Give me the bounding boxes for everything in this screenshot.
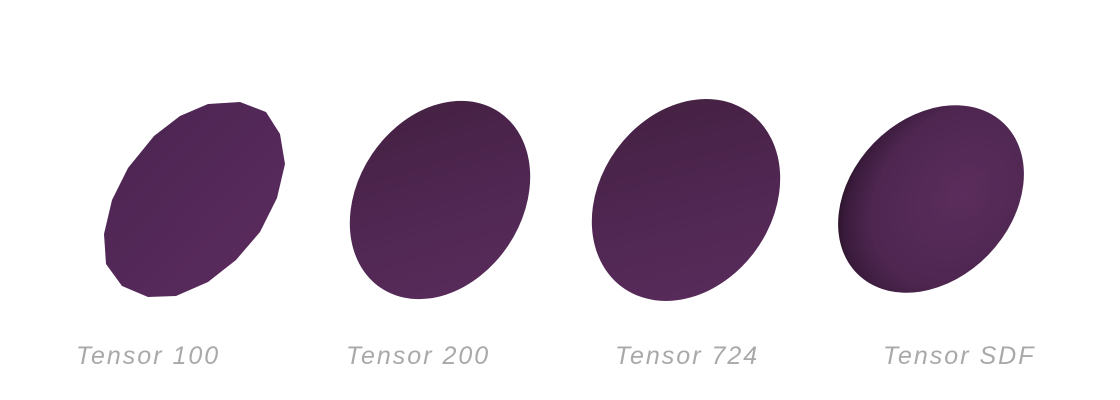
- ellipsoid-tensor-724: [591, 99, 781, 301]
- ellipsoid-tensor-sdf: [838, 105, 1024, 293]
- ellipsoid-tensor-100: [104, 102, 285, 297]
- ellipsoid-tensor-200: [349, 100, 531, 300]
- shape-label-tensor-100: Tensor 100: [76, 342, 221, 370]
- shape-label-tensor-200: Tensor 200: [346, 342, 491, 370]
- shape-label-tensor-724: Tensor 724: [615, 342, 760, 370]
- shape-label-tensor-sdf: Tensor SDF: [883, 342, 1036, 370]
